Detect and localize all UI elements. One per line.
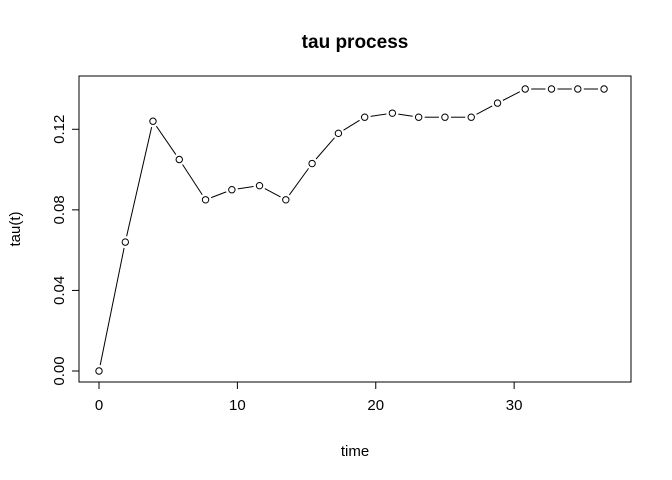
x-tick-label: 0 <box>95 397 103 414</box>
x-axis-label: time <box>341 443 369 460</box>
data-point <box>574 85 582 93</box>
data-point <box>121 238 129 246</box>
data-point <box>493 99 502 107</box>
y-tick-label: 0.04 <box>51 276 68 305</box>
series-segment <box>398 113 413 117</box>
series-segment <box>502 91 521 101</box>
x-axis: 0 10 20 30 <box>95 381 523 414</box>
chart-title: tau process <box>302 32 409 53</box>
y-tick-label: 0.00 <box>51 356 68 385</box>
y-tick-label: 0.08 <box>51 195 68 224</box>
plot-frame <box>78 75 632 383</box>
data-point <box>547 85 556 93</box>
data-point <box>521 85 529 93</box>
series-segment <box>126 126 153 237</box>
data-point <box>360 113 369 121</box>
data-point <box>414 113 423 121</box>
y-axis: 0.00 0.04 0.08 0.12 <box>51 115 80 386</box>
series-segment <box>237 186 254 190</box>
series-segment <box>476 105 493 115</box>
series-segment <box>264 188 281 198</box>
x-tick-label: 20 <box>367 397 384 414</box>
series-segment <box>210 191 227 199</box>
series-segment <box>315 137 335 160</box>
data-point <box>95 367 103 375</box>
y-tick-label: 0.12 <box>51 115 68 144</box>
series-segment <box>288 168 309 196</box>
data-point <box>175 155 183 164</box>
series-segment <box>370 113 387 117</box>
data-point <box>149 117 157 125</box>
data-point <box>282 196 290 204</box>
x-tick-label: 30 <box>506 397 523 414</box>
data-point <box>388 109 397 117</box>
data-point <box>228 186 236 194</box>
series-segment <box>99 247 125 366</box>
series-layer <box>95 85 608 375</box>
data-point <box>308 159 316 168</box>
series-segment <box>343 119 360 131</box>
y-axis-label: tau(t) <box>7 211 24 246</box>
series-segment <box>182 164 203 196</box>
data-point <box>334 129 343 138</box>
series-segment <box>155 125 177 155</box>
data-point <box>600 85 608 93</box>
data-point <box>441 113 449 121</box>
data-point <box>201 196 210 204</box>
data-point <box>255 181 264 190</box>
data-point <box>467 113 475 121</box>
x-tick-label: 10 <box>229 397 246 414</box>
